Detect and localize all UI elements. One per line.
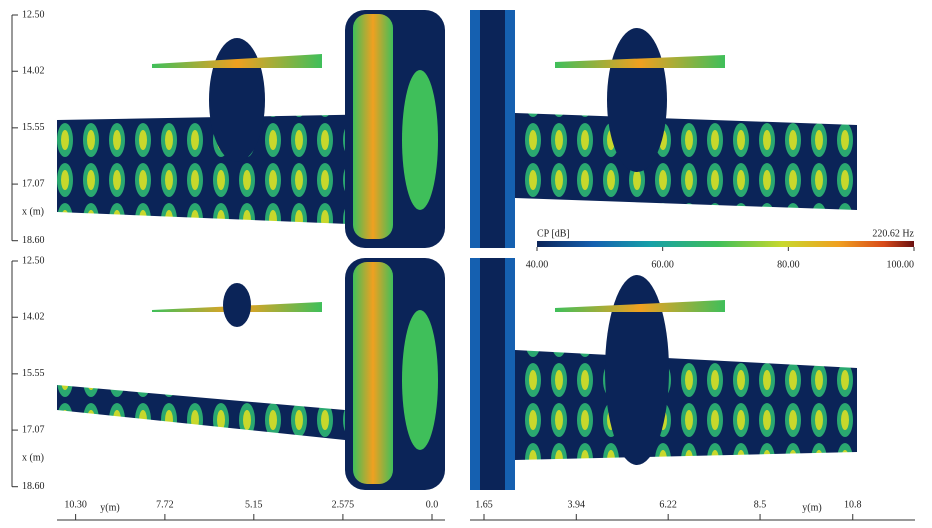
y-tick-label: 18.60 — [22, 235, 45, 246]
colorbar-title: CP [dB] — [537, 228, 570, 239]
y-tick-label: 12.50 — [22, 9, 45, 20]
panel-top-right — [470, 10, 857, 248]
x-tick-label: 6.22 — [659, 499, 677, 510]
axis-label: x (m) — [22, 452, 44, 463]
axis-label: y(m) — [100, 502, 119, 513]
x-tick-label: 1.65 — [475, 499, 493, 510]
colorbar-tick-label: 40.00 — [526, 259, 549, 270]
x-tick-label: 2.575 — [332, 499, 355, 510]
x-tick-label: 5.15 — [245, 499, 263, 510]
y-tick-label: 12.50 — [22, 255, 45, 266]
y-tick-label: 17.07 — [22, 178, 45, 189]
axis-label: x (m) — [22, 206, 44, 217]
colorbar-tick-label: 80.00 — [777, 259, 800, 270]
panel-bottom-left — [57, 258, 445, 490]
axis-label: y(m) — [802, 502, 821, 513]
colorbar-tick-label: 60.00 — [651, 259, 674, 270]
y-tick-label: 14.02 — [22, 312, 45, 323]
y-tick-label: 15.55 — [22, 122, 45, 133]
figure: CP [dB] 220.62 Hz 12.50 14.02 15.55 17.07 18… — [0, 0, 932, 523]
y-tick-label: 14.02 — [22, 66, 45, 77]
x-tick-label: 8.5 — [754, 499, 767, 510]
panel-top-left — [57, 10, 445, 248]
x-tick-label: 10.8 — [844, 499, 862, 510]
colorbar — [537, 241, 914, 247]
y-tick-label: 18.60 — [22, 481, 45, 492]
colorbar-tick-label: 100.00 — [887, 259, 915, 270]
x-tick-label: 10.30 — [64, 499, 87, 510]
y-tick-label: 17.07 — [22, 424, 45, 435]
colorbar-frequency: 220.62 Hz — [872, 228, 914, 239]
x-tick-label: 0.0 — [426, 499, 439, 510]
panel-bottom-right — [470, 258, 857, 490]
y-tick-label: 15.55 — [22, 368, 45, 379]
x-tick-label: 7.72 — [156, 499, 174, 510]
x-tick-label: 3.94 — [568, 499, 586, 510]
